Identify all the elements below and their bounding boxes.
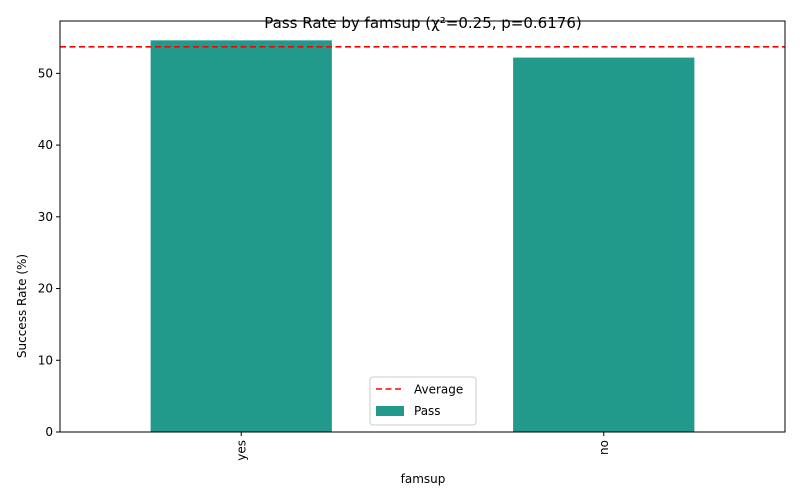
y-tick-label: 20 — [38, 282, 53, 296]
y-axis: 0 10 20 30 40 50 — [38, 66, 60, 439]
legend-pass-label: Pass — [414, 404, 441, 418]
x-axis-label: famsup — [401, 472, 446, 486]
plot-frame — [59, 20, 786, 433]
y-tick-label: 10 — [38, 353, 53, 367]
y-tick-label: 0 — [45, 425, 53, 439]
bar-no — [513, 57, 695, 433]
y-tick-label: 40 — [38, 138, 53, 152]
x-tick-label: yes — [234, 440, 248, 461]
chart-title: Pass Rate by famsup (χ²=0.25, p=0.6176) — [264, 14, 581, 32]
y-axis-label: Success Rate (%) — [15, 254, 29, 358]
y-tick-label: 30 — [38, 210, 53, 224]
y-tick-label: 50 — [38, 66, 53, 80]
bar-yes — [150, 40, 332, 433]
legend-average-label: Average — [414, 383, 463, 397]
x-axis: yes no — [234, 432, 611, 461]
x-tick-label: no — [597, 440, 611, 455]
legend: Average Pass — [369, 376, 477, 426]
legend-pass-swatch — [376, 406, 404, 416]
plot-area — [59, 20, 786, 433]
bars-group — [150, 40, 695, 433]
